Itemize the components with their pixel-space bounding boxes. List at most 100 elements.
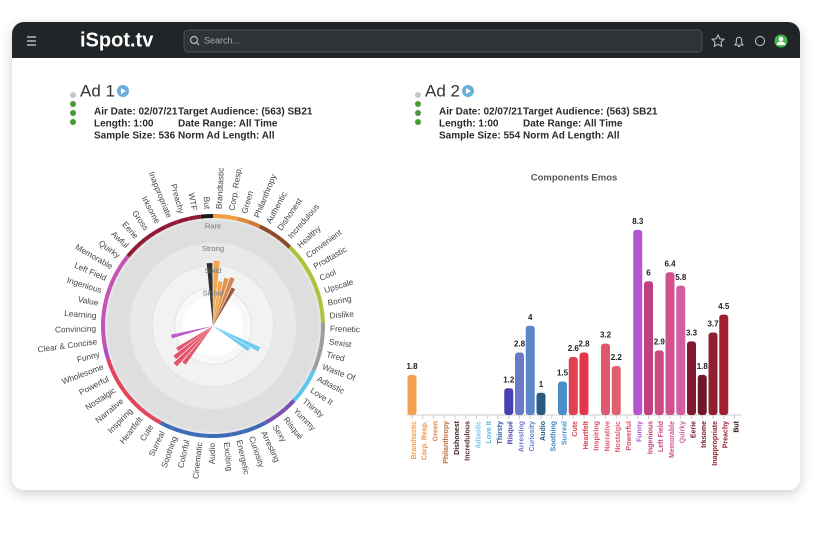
x-tick-label: Left Field — [658, 421, 665, 452]
x-tick-label: Surreal — [561, 421, 568, 445]
x-tick-label: Corp. Resp. — [422, 421, 429, 460]
value-label: 2.6 — [568, 344, 580, 353]
favorite-button[interactable] — [710, 33, 726, 48]
category-ring-segment — [159, 420, 173, 430]
category-ring-segment — [269, 230, 282, 241]
bar — [708, 332, 718, 415]
bar — [719, 314, 729, 415]
ad-title: Ad 2 — [425, 81, 460, 100]
category-ring-segment — [176, 216, 190, 224]
x-tick-label: Narrative — [604, 421, 611, 451]
x-tick-label: Memorable — [669, 421, 676, 458]
x-tick-label: Curiosity — [529, 421, 536, 451]
petal — [206, 262, 213, 326]
category-label: Exciting — [222, 442, 235, 472]
category-ring-segment — [316, 346, 323, 360]
category-ring-segment — [279, 237, 292, 249]
bar — [536, 392, 546, 415]
ring-label: Signal — [203, 289, 224, 298]
category-ring-segment — [108, 275, 117, 289]
value-label: 2.9 — [654, 337, 666, 346]
petal — [213, 281, 223, 326]
status-dot — [415, 92, 421, 98]
category-ring-segment — [122, 389, 134, 402]
category-ring-segment — [264, 414, 277, 425]
value-label: 2.2 — [611, 353, 623, 362]
search-placeholder: Search... — [204, 35, 240, 45]
category-label: Convincing — [55, 323, 97, 334]
category-ring-segment — [101, 310, 107, 324]
bar — [697, 374, 707, 415]
category-ring-segment — [139, 407, 152, 419]
bar — [665, 272, 675, 415]
category-ring-segment — [314, 286, 322, 300]
category-ring-segment — [300, 380, 310, 393]
category-ring-segment — [113, 264, 123, 278]
category-ring-segment — [194, 432, 208, 438]
value-label: 2.8 — [578, 340, 590, 349]
bar — [407, 374, 417, 415]
bar — [687, 341, 696, 415]
category-label: Sexist — [328, 336, 352, 349]
category-label: Frenetic — [330, 323, 360, 334]
ring-label: Solid — [205, 266, 222, 275]
ad-info: Date Range: All Time — [523, 119, 623, 130]
logo[interactable]: iSpot.tv — [80, 29, 154, 51]
x-tick-label: Heartfelt — [583, 420, 590, 449]
x-tick-label: Adtastic — [475, 421, 482, 449]
value-label: 4.5 — [718, 302, 730, 311]
value-label: 6.4 — [664, 259, 676, 268]
category-label: Audio — [207, 443, 217, 465]
category-ring-segment — [103, 346, 110, 360]
category-ring-segment — [319, 310, 325, 324]
info-button[interactable] — [755, 36, 765, 46]
status-dot — [70, 119, 76, 125]
category-ring-segment — [309, 275, 318, 289]
category-ring-segment — [303, 264, 313, 278]
x-tick-label: Incredulous — [465, 421, 472, 461]
category-ring-segment — [317, 298, 324, 312]
category-ring-segment — [104, 286, 112, 300]
category-ring-segment — [134, 237, 147, 249]
category-label: Tired — [325, 349, 346, 363]
status-dot — [415, 119, 421, 125]
petal — [213, 260, 220, 326]
search-box[interactable] — [183, 29, 703, 53]
bar — [515, 352, 524, 415]
category-ring-segment — [259, 224, 272, 234]
bar — [633, 229, 643, 415]
ad-info: Length: 1:00 — [94, 119, 154, 130]
category-ring-segment — [292, 389, 304, 402]
notifications-button[interactable] — [734, 36, 744, 47]
status-dot — [415, 101, 421, 107]
x-tick-label: Eerie — [690, 421, 697, 438]
value-label: 1.5 — [557, 369, 569, 378]
category-ring-segment — [130, 399, 143, 411]
x-tick-label: Quirky — [680, 421, 687, 443]
category-ring-segment — [242, 426, 256, 434]
x-tick-label: Ingenious — [647, 421, 654, 454]
value-label: 4 — [528, 313, 533, 322]
category-label: Boring — [327, 293, 353, 307]
chart-title: Components Emos — [531, 173, 618, 184]
category-ring-segment — [149, 414, 162, 425]
category-ring-segment — [248, 220, 261, 229]
category-ring-segment — [165, 220, 178, 229]
bar-chart: Components Emos Brandtastic 1.8 Corp. Resp.… — [406, 173, 742, 466]
category-ring-segment — [101, 334, 108, 348]
menu-button[interactable] — [27, 36, 36, 46]
category-label: WTF — [187, 192, 200, 211]
status-dot — [415, 110, 421, 116]
search-icon — [189, 35, 199, 45]
ad-title: Ad 1 — [80, 81, 115, 100]
value-label: 1.8 — [697, 362, 709, 371]
x-tick-label: Funny — [637, 421, 644, 442]
value-label: 1 — [539, 380, 544, 389]
petal — [213, 326, 250, 352]
bar — [654, 350, 664, 415]
bar — [525, 325, 535, 415]
ad-info: Norm Ad Length: All — [523, 131, 620, 142]
category-ring-segment — [230, 429, 244, 437]
value-label: 2.8 — [514, 340, 526, 349]
bar — [568, 357, 578, 415]
